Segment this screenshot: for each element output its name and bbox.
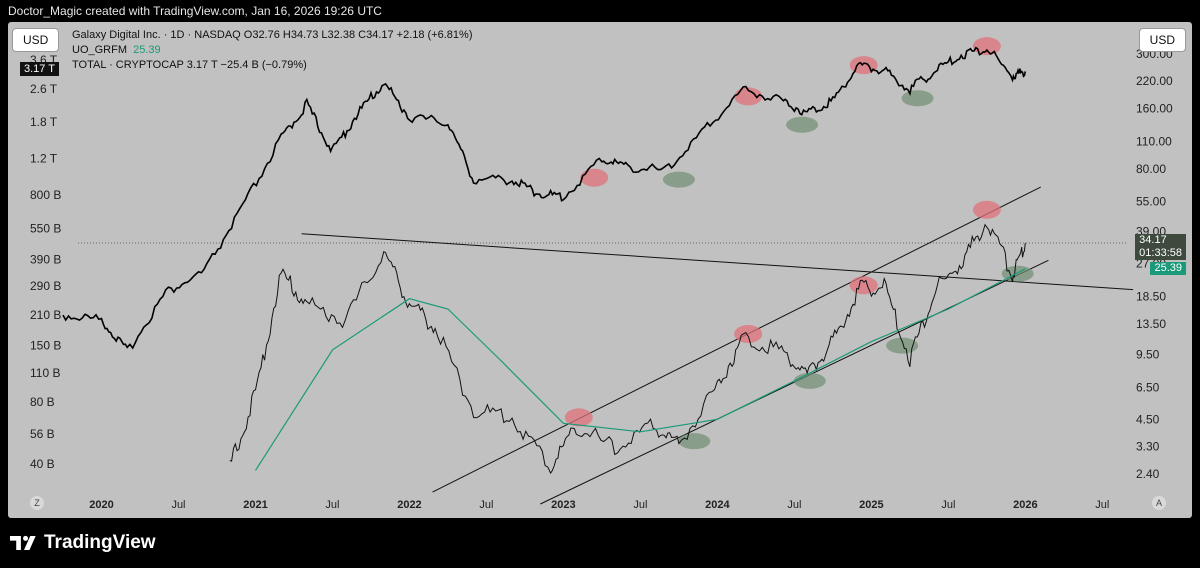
left-current-value-tag: 3.17 T [20,62,59,76]
x-axis-tick-label: Jul [941,499,955,511]
chart-legend: Galaxy Digital Inc. · 1D · NASDAQ O32.76… [72,28,473,73]
price-tag: 34.17 01:33:58 [1135,234,1186,260]
x-axis-tick-label: 2021 [243,499,267,511]
x-axis-tick-label: Jul [787,499,801,511]
tradingview-logo-icon [10,535,36,550]
legend-indicator-name: UO_GRFM [72,44,127,56]
right-axis-tick-label: 18.50 [1136,289,1166,303]
chart-area[interactable]: 3.6 T 2.6 T 1.8 T 1.2 T 800 B 550 B 390 B 290 B… [8,22,1192,518]
legend-indicator-value: 25.39 [133,44,161,56]
chart-attribution: Doctor_Magic created with TradingView.co… [8,4,382,18]
left-axis-tick-label: 390 B [30,253,61,267]
tradingview-logo[interactable]: TradingView [10,532,156,554]
red-highlight [734,87,763,106]
green-highlight [662,171,695,188]
auto-scale-toggle-right[interactable]: A [1152,496,1166,510]
green-highlight [793,372,826,389]
legend-indicator[interactable]: UO_GRFM 25.39 [72,43,473,58]
green-highlight [678,433,711,450]
left-axis-tick-label: 1.8 T [30,115,58,129]
price-tag-value: 34.17 [1139,234,1167,246]
indicator-tag: 25.39 [1150,262,1186,275]
red-highlight [564,408,593,427]
green-highlight [886,337,919,354]
right-axis-tick-label: 110.00 [1136,134,1172,148]
tradingview-logo-text: TradingView [44,532,156,553]
legend-main-symbol[interactable]: Galaxy Digital Inc. · 1D · NASDAQ O32.76… [72,29,473,41]
left-axis-tick-label: 40 B [30,457,55,471]
left-axis-tick-label: 550 B [30,222,61,236]
right-axis-tick-label: 2.40 [1136,467,1160,481]
left-axis-tick-label: 210 B [30,308,61,322]
x-axis-tick-label: 2022 [397,499,421,511]
left-axis-tick-label: 56 B [30,427,55,441]
x-axis-tick-label: 2024 [705,499,730,511]
red-highlight [972,37,1001,56]
x-axis-tick-label: Jul [1095,499,1109,511]
x-axis-tick-label: 2025 [859,499,883,511]
x-axis-tick-label: Jul [325,499,339,511]
series-line-galaxy-digital-inc- [229,223,1026,475]
right-axis-tick-label: 13.50 [1136,317,1166,331]
right-axis-tick-label: 9.50 [1136,347,1160,361]
right-axis-tick-label: 160.00 [1136,102,1173,116]
green-highlight [901,90,934,107]
series-line-uo-grfm [254,268,1026,471]
x-axis-tick-label: 2023 [551,499,575,511]
left-axis-tick-label: 290 B [30,279,61,293]
log-scale-toggle-left[interactable]: Z [30,496,44,510]
left-axis-tick-label: 110 B [30,366,60,380]
x-axis-tick-label: 2026 [1013,499,1037,511]
right-axis-tick-label: 220.00 [1136,74,1173,88]
series-line-total-cryptocap [62,46,1027,350]
red-highlight [849,276,878,295]
x-axis-tick-label: Jul [479,499,493,511]
right-axis-tick-label: 55.00 [1136,195,1166,209]
legend-total[interactable]: TOTAL · CRYPTOCAP 3.17 T −25.4 B (−0.79%… [72,59,307,71]
left-axis-tick-label: 150 B [30,338,61,352]
left-axis-tick-label: 80 B [30,395,55,409]
right-axis-tick-label: 4.50 [1136,412,1160,426]
right-axis-tick-label: 3.30 [1136,439,1160,453]
left-axis-tick-label: 2.6 T [30,82,58,96]
red-highlight [580,168,609,187]
price-tag-countdown: 01:33:58 [1139,247,1182,259]
right-currency-button[interactable]: USD [1138,28,1186,52]
trendline-1 [301,233,1134,291]
green-highlight [1001,265,1034,282]
right-axis-tick-label: 6.50 [1136,380,1160,394]
x-axis-tick-label: Jul [171,499,185,511]
x-axis-tick-label: 2020 [89,499,113,511]
trendline-2 [432,186,1041,493]
red-highlight [972,200,1001,219]
left-currency-button[interactable]: USD [12,28,60,52]
green-highlight [786,116,819,133]
x-axis-tick-label: Jul [633,499,647,511]
left-axis-tick-label: 1.2 T [30,152,58,166]
right-axis-tick-label: 80.00 [1136,162,1166,176]
red-highlight [734,325,763,343]
left-axis-tick-label: 800 B [30,188,61,202]
